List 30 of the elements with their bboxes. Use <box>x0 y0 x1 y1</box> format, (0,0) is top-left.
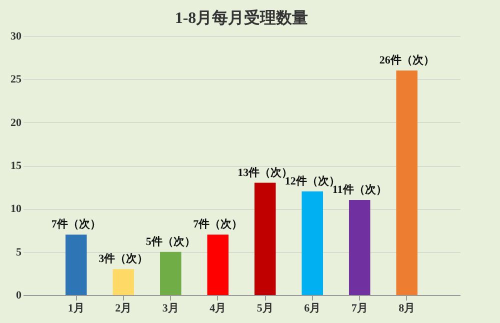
x-tick-label: 2月 <box>115 302 132 314</box>
x-tick-label: 1月 <box>68 302 84 314</box>
chart-title: 1-8月每月受理数量 <box>174 9 308 27</box>
y-tick-label: 5 <box>16 246 22 258</box>
y-tick-label: 30 <box>10 30 22 42</box>
data-label: 7件（次） <box>193 218 243 231</box>
bar <box>160 252 182 295</box>
x-tick-label: 8月 <box>398 302 416 314</box>
bar <box>66 234 87 295</box>
data-label: 7件（次） <box>51 218 101 231</box>
bar <box>112 269 134 295</box>
y-tick-label: 15 <box>10 160 22 172</box>
bar <box>207 234 229 295</box>
x-tick-label: 5月 <box>256 302 274 314</box>
data-label: 11件（次） <box>332 183 387 196</box>
y-tick-label: 20 <box>10 116 22 129</box>
y-tick-label: 25 <box>10 74 22 86</box>
bar <box>348 200 370 295</box>
bar <box>302 191 323 295</box>
x-tick-label: 7月 <box>351 302 368 314</box>
x-tick-label: 3月 <box>162 302 179 314</box>
bar <box>396 70 418 295</box>
y-tick-label: 10 <box>10 203 22 216</box>
x-tick-label: 6月 <box>304 302 321 314</box>
data-label: 5件（次） <box>146 234 196 248</box>
data-label: 3件（次） <box>98 252 148 266</box>
y-tick-label: 0 <box>16 290 22 302</box>
bar <box>254 182 276 295</box>
x-tick-label: 4月 <box>210 302 226 314</box>
data-label: 26件（次） <box>379 54 434 67</box>
